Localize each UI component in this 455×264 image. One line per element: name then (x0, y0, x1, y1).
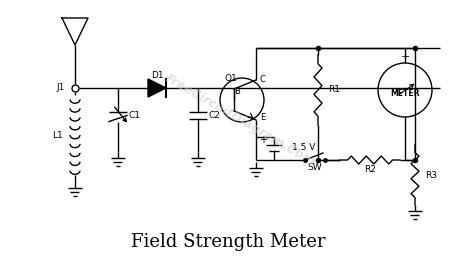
Polygon shape (148, 79, 166, 97)
Text: R2: R2 (363, 166, 375, 175)
Text: C2: C2 (208, 111, 220, 120)
Text: 1.5 V: 1.5 V (291, 144, 315, 153)
Text: R3: R3 (424, 171, 436, 180)
Text: +: + (399, 52, 409, 62)
Text: C1: C1 (129, 111, 141, 120)
Text: C: C (259, 76, 265, 84)
Text: L1: L1 (52, 130, 63, 139)
Text: Q1: Q1 (224, 73, 237, 82)
Text: Field Strength Meter: Field Strength Meter (131, 233, 324, 251)
Text: +: + (258, 135, 267, 145)
Text: E: E (259, 112, 265, 121)
Text: FreeCircuitDiagram.Com: FreeCircuitDiagram.Com (162, 72, 317, 168)
Text: R1: R1 (327, 86, 339, 95)
Text: SW: SW (307, 163, 322, 172)
Text: J1: J1 (56, 83, 65, 92)
Text: D1: D1 (150, 72, 163, 81)
Text: B: B (233, 87, 239, 96)
Text: METER: METER (389, 89, 419, 98)
